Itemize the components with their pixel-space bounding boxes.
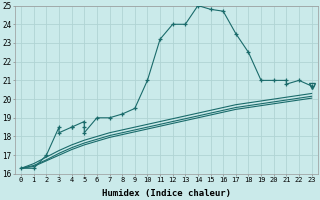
X-axis label: Humidex (Indice chaleur): Humidex (Indice chaleur) — [102, 189, 231, 198]
